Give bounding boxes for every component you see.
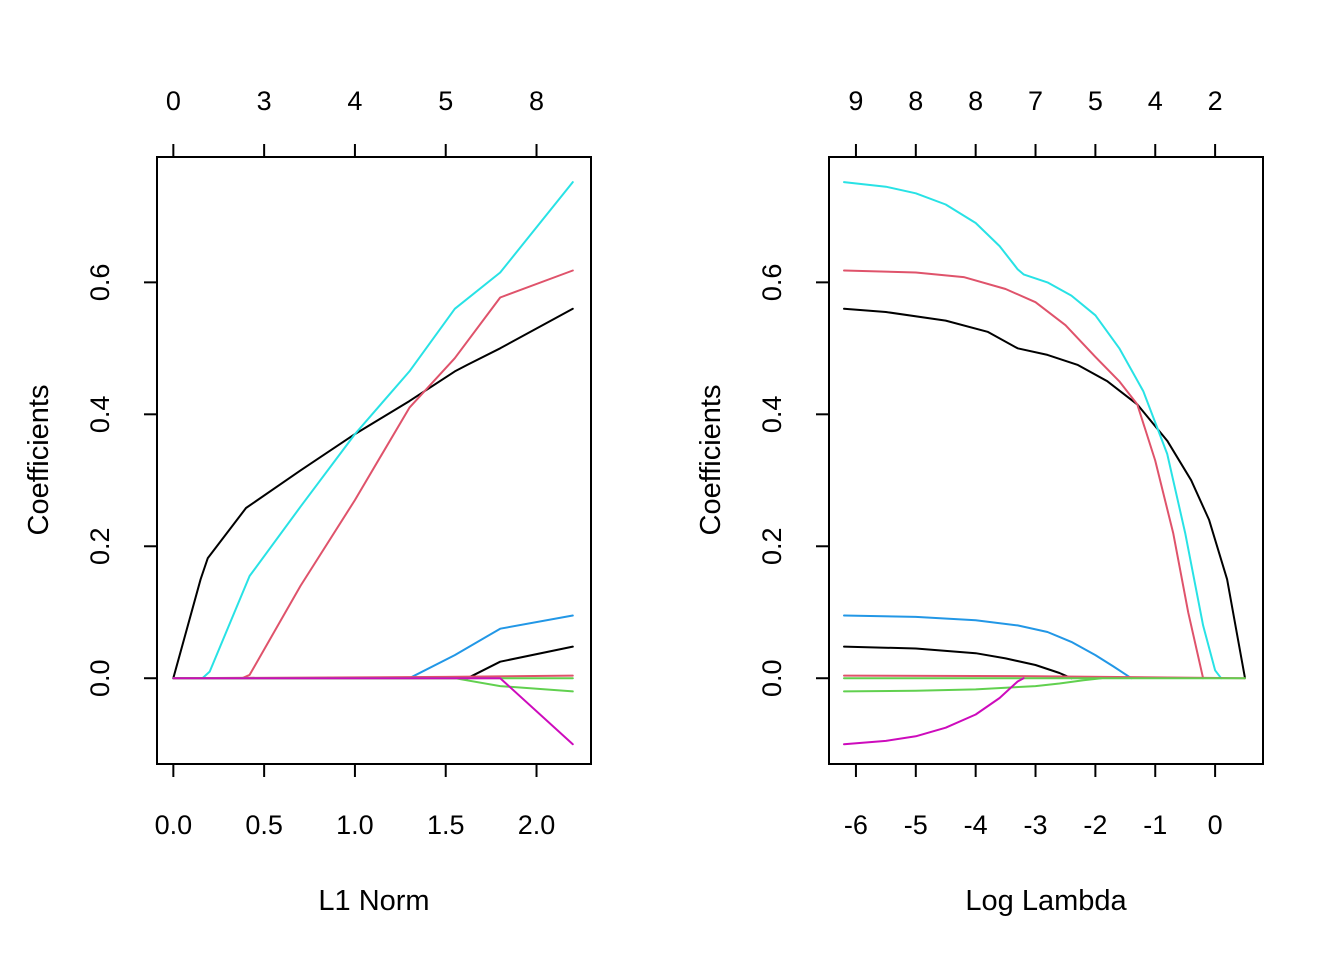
y-tick-label: 0.2: [85, 527, 115, 565]
top-tick-label: 8: [968, 86, 983, 116]
y-tick-label: 0.6: [757, 264, 787, 302]
coefficient-path-line: [843, 181, 1223, 680]
x-tick-label: 0.0: [155, 810, 193, 840]
top-tick-label: 5: [438, 86, 453, 116]
coefficient-path-line: [172, 677, 574, 746]
coefficient-path-line: [172, 181, 574, 680]
x-axis: 0.0 0.5 1.0 1.5 2.0: [155, 763, 556, 840]
coefficient-paths: [172, 181, 574, 746]
x-tick-label: 1.5: [427, 810, 465, 840]
coefficient-path-line: [843, 677, 1103, 693]
y-tick-label: 0.4: [85, 396, 115, 434]
y-axis-title: Coefficients: [23, 385, 55, 536]
y-tick-label: 0.4: [757, 396, 787, 434]
coefficient-path-line: [172, 307, 574, 680]
coefficient-path-line: [843, 614, 1133, 680]
top-axis: 0 3 4 5 8: [166, 86, 544, 158]
y-tick-label: 0.0: [757, 659, 787, 697]
x-tick-label: -2: [1083, 810, 1107, 840]
y-tick-label: 0.2: [757, 527, 787, 565]
top-tick-label: 3: [257, 86, 272, 116]
top-tick-label: 7: [1028, 86, 1043, 116]
x-tick-label: 0: [1208, 810, 1223, 840]
top-tick-label: 4: [1148, 86, 1163, 116]
x-tick-label: -4: [964, 810, 988, 840]
y-tick-label: 0.6: [85, 264, 115, 302]
y-axis: 0.0 0.2 0.4 0.6: [757, 264, 830, 697]
y-axis: 0.0 0.2 0.4 0.6: [85, 264, 158, 697]
x-tick-label: -6: [844, 810, 868, 840]
y-axis-title: Coefficients: [695, 385, 727, 536]
x-tick-label: 0.5: [245, 810, 283, 840]
log-lambda-coefficient-plot: -6 -5 -4 -3 -2 -1 0 9 8 8 7 5 4 2 0.0 0.2 0.4 0.6 Log L…: [695, 86, 1264, 917]
coefficient-path-line: [843, 269, 1205, 680]
x-tick-label: 1.0: [336, 810, 374, 840]
x-tick-label: -1: [1143, 810, 1167, 840]
top-tick-label: 4: [347, 86, 362, 116]
x-axis: -6 -5 -4 -3 -2 -1 0: [844, 763, 1223, 840]
top-tick-label: 2: [1208, 86, 1223, 116]
coefficient-path-line: [843, 677, 1025, 746]
x-tick-label: -5: [904, 810, 928, 840]
top-tick-label: 8: [908, 86, 923, 116]
x-axis-title: L1 Norm: [318, 885, 429, 917]
x-axis-title: Log Lambda: [965, 885, 1127, 917]
top-tick-label: 9: [848, 86, 863, 116]
coefficient-path-line: [843, 307, 1246, 680]
coefficient-paths: [843, 181, 1246, 746]
top-tick-label: 8: [529, 86, 544, 116]
top-tick-label: 5: [1088, 86, 1103, 116]
coefficient-path-line: [843, 645, 1073, 680]
y-tick-label: 0.0: [85, 659, 115, 697]
top-axis: 9 8 8 7 5 4 2: [848, 86, 1223, 158]
top-tick-label: 0: [166, 86, 181, 116]
x-tick-label: 2.0: [518, 810, 556, 840]
x-tick-label: -3: [1024, 810, 1048, 840]
l1-norm-coefficient-plot: 0.0 0.5 1.0 1.5 2.0 0 3 4 5 8 0.0 0.2 0.4 0.6 L1 No…: [23, 86, 592, 917]
